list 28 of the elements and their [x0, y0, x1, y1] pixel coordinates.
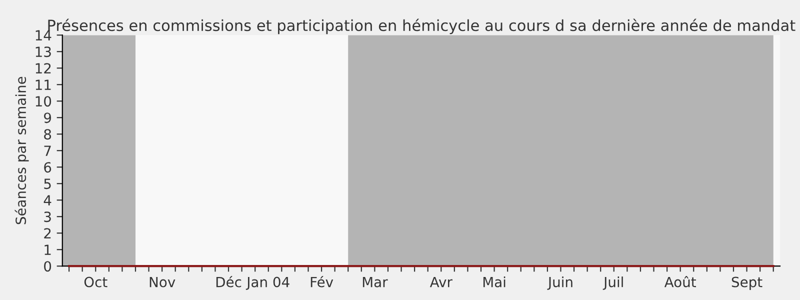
x-tick-label: Août [664, 276, 696, 288]
x-tick-label: Avr [430, 276, 452, 288]
y-tick-label: 10 [36, 96, 52, 107]
y-tick-label: 3 [44, 212, 51, 222]
x-tick-label: Oct [84, 276, 108, 288]
x-tick-label: Juin [547, 276, 572, 290]
x-tick-label: Nov [150, 276, 176, 288]
x-tick-label: Mar [362, 276, 388, 288]
x-tick-label: Jan 04 [246, 276, 290, 290]
y-tick-label: 9 [44, 112, 52, 124]
y-tick-label: 7 [44, 146, 51, 156]
x-tick-label: Mai [483, 276, 506, 288]
x-tick-label: Juil [602, 276, 623, 290]
y-tick-label: 5 [44, 178, 51, 190]
y-tick-label: 2 [44, 228, 51, 238]
y-tick-label: 6 [44, 162, 52, 173]
y-tick-label: 11 [36, 80, 51, 90]
x-tick-label: Fév [310, 276, 334, 288]
x-tick-label: Déc [216, 276, 242, 288]
y-tick-label: 1 [44, 244, 51, 255]
x-tick-label: Sept [732, 276, 762, 290]
y-tick-label: 13 [36, 46, 51, 58]
y-tick-label: 0 [44, 261, 52, 272]
y-tick-label: 14 [36, 30, 52, 40]
y-tick-label: 12 [36, 63, 51, 74]
y-tick-label: 8 [44, 129, 52, 140]
y-tick-label: 4 [44, 195, 52, 206]
y-axis-title: Séances par semaine [14, 76, 29, 224]
